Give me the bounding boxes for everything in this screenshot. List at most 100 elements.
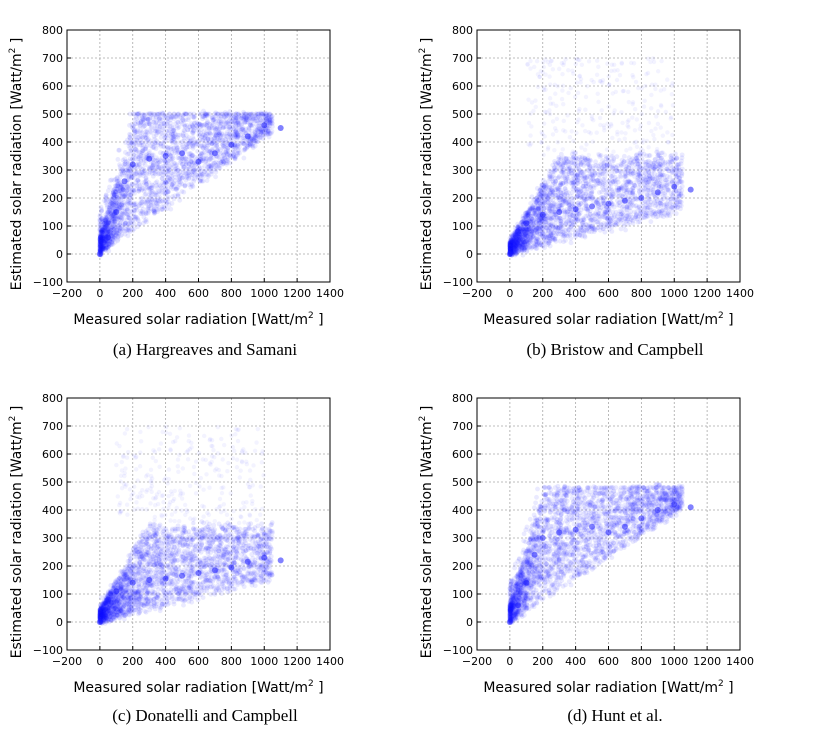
scatter-point (160, 143, 166, 149)
scatter-point (221, 111, 227, 117)
scatter-point (255, 128, 261, 134)
scatter-point (212, 135, 218, 141)
scatter-point (222, 140, 228, 146)
scatter-point (268, 114, 274, 120)
scatter-point (108, 230, 114, 236)
scatter-point (147, 166, 152, 171)
scatter-point (164, 118, 169, 124)
scatter-point (238, 128, 244, 133)
scatter-point (157, 157, 163, 163)
scatter-point (101, 229, 107, 235)
scatter-point (157, 189, 162, 194)
scatter-point (120, 187, 126, 193)
scatter-point (203, 138, 209, 144)
scatter-point (249, 136, 255, 142)
scatter-point (97, 243, 103, 249)
scatter-point (110, 241, 116, 247)
scatter-point (135, 217, 141, 222)
scatter-point (149, 189, 155, 194)
scatter-point (232, 118, 238, 124)
scatter-point (602, 168, 608, 174)
scatter-point (236, 112, 242, 118)
scatter-point (627, 219, 632, 225)
scatter-point (98, 240, 104, 245)
scatter-point (221, 160, 227, 165)
scatter-point (111, 221, 117, 227)
scatter-point (244, 140, 250, 146)
scatter-point (155, 160, 161, 166)
scatter-point (186, 140, 192, 146)
scatter-point (120, 197, 125, 203)
scatter-point (97, 234, 103, 240)
y-axis-label: Estimated solar radiation [Watt/m2 ] (8, 38, 25, 291)
scatter-point (202, 163, 208, 168)
scatter-point (137, 201, 143, 207)
scatter-point (242, 130, 247, 136)
scatter-point (179, 175, 185, 181)
scatter-point (138, 157, 144, 162)
scatter-point (215, 115, 221, 121)
scatter-point (181, 138, 187, 144)
scatter-point (150, 162, 156, 168)
scatter-point (102, 247, 108, 252)
scatter-point (186, 164, 192, 170)
scatter-point (145, 207, 151, 213)
scatter-point (195, 121, 201, 127)
scatter-point (107, 198, 113, 203)
scatter-point (220, 150, 225, 156)
scatter-point (208, 153, 214, 159)
scatter-point (237, 150, 242, 156)
scatter-point (265, 127, 271, 133)
scatter-point (231, 151, 236, 157)
scatter-point (146, 192, 152, 198)
scatter-point (104, 241, 110, 247)
scatter-point (104, 214, 110, 219)
scatter-point (153, 132, 159, 138)
scatter-point (209, 114, 215, 120)
scatter-point (209, 137, 215, 143)
scatter-point (148, 190, 154, 196)
scatter-point (249, 123, 255, 129)
scatter-plot: −200 0 200 400 600 800 1000 1200 1400−1000100200… (418, 24, 754, 328)
scatter-point (556, 175, 562, 180)
scatter-point (192, 113, 198, 119)
scatter-point (151, 134, 157, 139)
data-point (129, 161, 136, 168)
scatter-point (215, 130, 221, 136)
scatter-point (191, 165, 197, 171)
scatter-point (109, 224, 115, 230)
scatter-point (170, 146, 176, 152)
scatter-point (115, 182, 121, 188)
scatter-point (118, 229, 124, 234)
scatter-point (220, 125, 226, 130)
scatter-point (183, 161, 189, 167)
scatter-point (138, 119, 144, 125)
scatter-point (108, 230, 114, 236)
scatter-point (110, 187, 116, 193)
scatter-point (146, 120, 152, 126)
scatter-point (167, 124, 173, 129)
scatter-point (220, 161, 226, 167)
scatter-point (251, 114, 257, 119)
scatter-point (97, 227, 103, 233)
scatter-point (151, 170, 157, 176)
scatter-point (246, 142, 252, 147)
scatter-point (190, 134, 196, 140)
scatter-point (139, 209, 145, 215)
data-point (179, 150, 186, 157)
scatter-point (98, 233, 104, 239)
scatter-point (201, 141, 207, 147)
scatter-point (122, 156, 128, 162)
scatter-point (260, 129, 265, 135)
scatter-point (171, 145, 177, 151)
scatter-point (232, 132, 238, 138)
scatter-point (266, 114, 272, 120)
scatter-point (121, 170, 127, 176)
scatter-point (153, 120, 159, 125)
scatter-point (581, 230, 587, 236)
scatter-point (190, 130, 196, 136)
scatter-point (158, 150, 163, 156)
scatter-point (114, 186, 120, 192)
scatter-point (204, 148, 210, 154)
scatter-point (204, 125, 210, 131)
